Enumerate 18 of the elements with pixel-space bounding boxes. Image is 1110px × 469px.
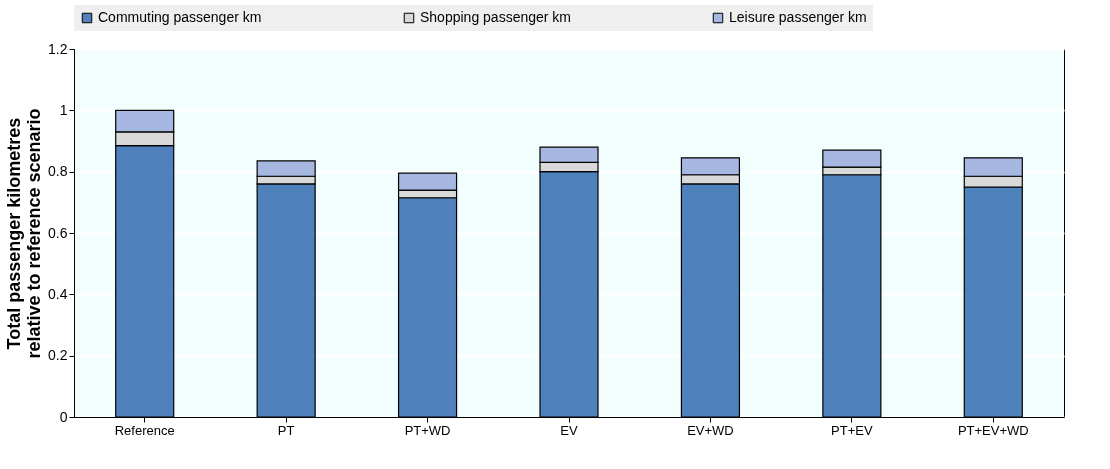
y-tick-label: 0.6 (48, 224, 68, 241)
y-tick-label: 0.4 (48, 285, 68, 302)
x-tick-label: PT+WD (404, 422, 451, 438)
x-tick-label: EV (560, 422, 578, 438)
y-tick-label: 1.2 (48, 40, 68, 57)
y-tick-label: 0.8 (48, 163, 68, 180)
y-tick-label: 0.2 (48, 347, 68, 364)
x-tick-label: EV+WD (687, 422, 734, 438)
x-tick-label: Reference (114, 422, 175, 438)
y-axis-title: Total passenger kilometres relative to reference scenario (4, 108, 45, 359)
x-tick-label: PT+EV (831, 422, 873, 438)
y-tick-label: 1 (59, 101, 68, 118)
legend-label: Commuting passenger km (98, 9, 262, 25)
y-tick-label: 0 (59, 408, 68, 425)
x-tick-label: PT+EV+WD (957, 422, 1029, 438)
legend-label: Leisure passenger km (729, 9, 867, 25)
x-tick-label: PT (277, 422, 295, 438)
legend-label: Shopping passenger km (420, 9, 571, 25)
